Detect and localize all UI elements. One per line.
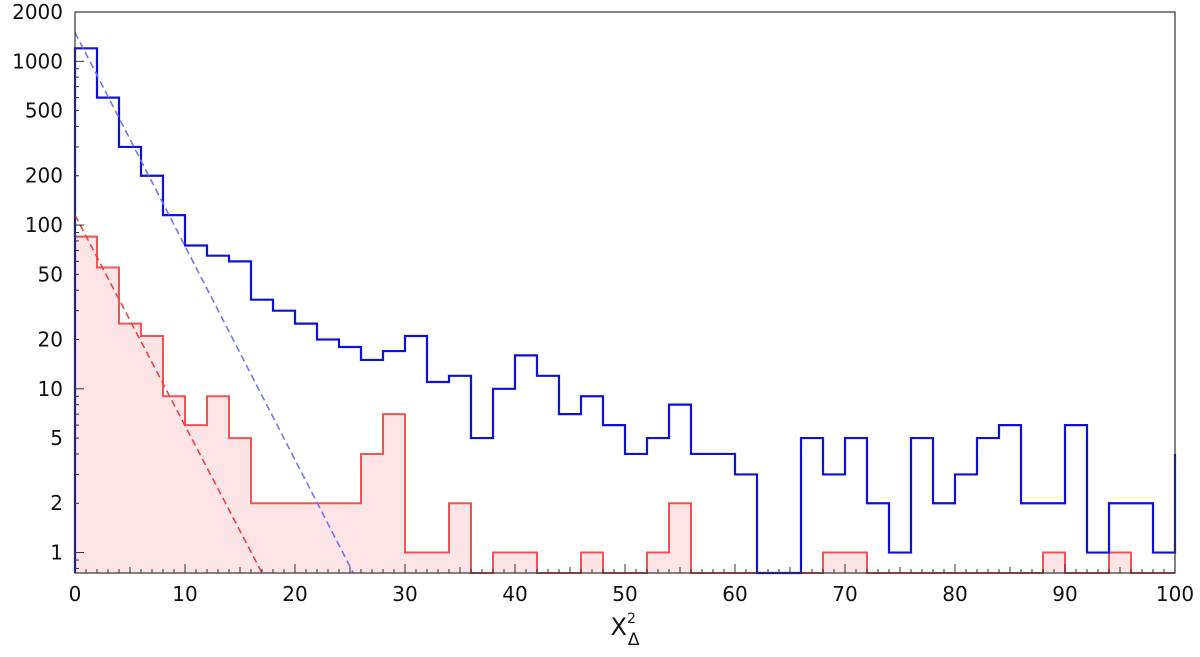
x-tick-label: 0 <box>69 582 82 606</box>
bar-1-47 <box>1109 552 1131 573</box>
bar-1-20 <box>515 552 537 573</box>
fit-line-1 <box>74 214 263 574</box>
x-tick-label: 20 <box>282 582 307 606</box>
x-tick-label: 100 <box>1156 582 1194 606</box>
x-tick-label: 10 <box>172 582 197 606</box>
y-tick-label: 20 <box>38 327 63 351</box>
bar-1-9 <box>273 503 295 573</box>
bar-1-14 <box>383 414 405 573</box>
y-tick-label: 2 <box>50 491 63 515</box>
series-0 <box>73 47 1177 575</box>
x-axis-title: X2 Δ <box>610 611 639 650</box>
x-tick-label: 90 <box>1052 582 1077 606</box>
y-tick-label: 2000 <box>12 0 63 24</box>
y-tick-label: 10 <box>38 377 63 401</box>
bar-1-35 <box>845 552 867 573</box>
x-tick-label: 40 <box>502 582 527 606</box>
bar-1-11 <box>317 503 339 573</box>
bar-1-7 <box>229 438 251 573</box>
bar-1-3 <box>141 336 163 573</box>
bar-1-26 <box>647 552 669 573</box>
y-tick-label: 50 <box>38 262 63 286</box>
bar-1-2 <box>119 323 141 573</box>
bar-1-13 <box>361 453 383 573</box>
x-tick-label: 80 <box>942 582 967 606</box>
bar-1-34 <box>823 552 845 573</box>
x-tick-label: 50 <box>612 582 637 606</box>
x-axis-title-main: X <box>610 613 626 641</box>
bar-1-19 <box>493 552 515 573</box>
step-line-0 <box>73 47 1177 575</box>
fit-line-0 <box>74 32 355 574</box>
x-tick-label: 60 <box>722 582 747 606</box>
bar-1-15 <box>405 552 427 573</box>
x-tick-label: 70 <box>832 582 857 606</box>
bar-1-1 <box>97 267 119 573</box>
bar-1-0 <box>75 236 97 574</box>
bar-1-10 <box>295 503 317 573</box>
bar-1-4 <box>163 396 185 573</box>
bar-1-44 <box>1043 552 1065 573</box>
bar-1-5 <box>185 425 207 573</box>
y-tick-label: 1000 <box>12 49 63 73</box>
y-tick-label: 1 <box>50 541 63 565</box>
bar-1-27 <box>669 503 691 573</box>
y-axis: 1 2 5 10 20 50 100 200 500 1000 2000 <box>12 0 84 569</box>
plot-content <box>73 32 1177 575</box>
y-tick-label: 100 <box>25 213 63 237</box>
bar-1-17 <box>449 503 471 573</box>
bar-1-12 <box>339 503 361 573</box>
bar-1-8 <box>251 503 273 573</box>
x-axis-title-superscript: 2 <box>627 611 636 627</box>
y-tick-label: 500 <box>25 99 63 123</box>
x-axis: 0 10 20 30 40 50 60 70 80 90 100 <box>69 564 1194 606</box>
bar-1-6 <box>207 396 229 573</box>
x-axis-title-subscript: Δ <box>628 630 640 650</box>
bar-1-16 <box>427 552 449 573</box>
y-tick-label: 200 <box>25 164 63 188</box>
y-tick-label: 5 <box>50 426 63 450</box>
bar-1-23 <box>581 552 603 573</box>
series-1 <box>74 235 1175 574</box>
x-tick-label: 30 <box>392 582 417 606</box>
